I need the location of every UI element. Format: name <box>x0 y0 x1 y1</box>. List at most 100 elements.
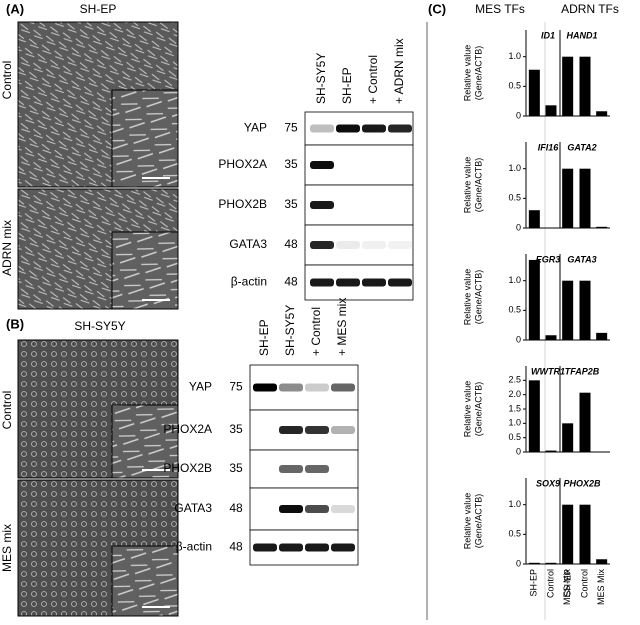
protein-label: PHOX2B <box>163 461 212 475</box>
y-tick-label: 1.0 <box>508 418 521 428</box>
chart-title: HAND1 <box>566 30 597 40</box>
band <box>331 426 355 434</box>
band <box>336 278 360 287</box>
mw-label: 35 <box>284 157 298 171</box>
y-axis-label: (Gene/ACTB) <box>473 382 483 437</box>
bar <box>528 259 540 340</box>
x-tick-label: SH-EP <box>529 569 539 597</box>
bar <box>528 210 540 228</box>
protein-label: GATA3 <box>229 237 267 251</box>
band <box>310 161 334 169</box>
band <box>310 124 334 133</box>
band <box>331 383 355 392</box>
lane-label: SH-EP <box>340 67 354 104</box>
blot-frame <box>249 487 359 531</box>
band <box>388 124 412 133</box>
row-label: MES mix <box>0 524 14 572</box>
protein-label: β-actin <box>231 275 267 289</box>
y-tick-label: 2.5 <box>508 375 521 385</box>
blot-frame <box>249 409 359 451</box>
chart-title: WWTR1 <box>531 366 565 376</box>
bar <box>596 226 608 228</box>
y-tick-label: 1.5 <box>508 403 521 413</box>
mw-label: 35 <box>229 422 243 436</box>
chart-title: EGR3 <box>536 254 561 264</box>
bar <box>545 105 557 116</box>
protein-label: YAP <box>244 121 267 135</box>
panel-label: (C) <box>428 1 446 16</box>
y-axis-label: Relative value <box>462 269 472 326</box>
y-tick-label: 0 <box>516 446 521 456</box>
band <box>305 383 329 392</box>
y-tick-label: 1.0 <box>508 51 521 61</box>
bar <box>562 168 574 228</box>
mw-label: 48 <box>229 540 243 554</box>
mw-label: 48 <box>284 237 298 251</box>
band <box>331 505 355 513</box>
bar <box>562 423 574 452</box>
protein-label: PHOX2B <box>218 197 267 211</box>
y-axis-label: Relative value <box>462 157 472 214</box>
y-tick-label: 2.0 <box>508 389 521 399</box>
y-tick-label: 0 <box>516 558 521 568</box>
chart-title: SOX9 <box>536 478 560 488</box>
chart-title: GATA3 <box>567 254 596 264</box>
y-tick-label: 1.0 <box>508 499 521 509</box>
chart-title: PHOX2B <box>563 478 601 488</box>
column-title: ADRN TFs <box>561 2 619 16</box>
row-label: Control <box>0 61 14 100</box>
band <box>336 241 360 249</box>
y-tick-label: 0.5 <box>508 193 521 203</box>
bar <box>545 450 557 452</box>
protein-label: β-actin <box>176 540 212 554</box>
band <box>310 278 334 287</box>
band <box>331 543 355 552</box>
bar <box>579 56 591 116</box>
band <box>305 465 329 473</box>
bar <box>596 332 608 340</box>
y-tick-label: 0 <box>516 222 521 232</box>
y-axis-label: Relative value <box>462 493 472 550</box>
bar <box>545 335 557 340</box>
chart-title: TFAP2B <box>565 366 600 376</box>
bar <box>562 56 574 116</box>
chart-title: ID1 <box>541 30 555 40</box>
y-tick-label: 0 <box>516 334 521 344</box>
band <box>362 124 386 133</box>
band <box>305 505 329 513</box>
x-tick-label: SH-EP <box>563 569 573 597</box>
band <box>336 124 360 133</box>
x-tick-label: Control <box>579 569 589 598</box>
bar <box>528 380 540 452</box>
y-tick-label: 0.5 <box>508 529 521 539</box>
bar <box>579 280 591 340</box>
lane-label: + Control <box>309 307 323 356</box>
band <box>305 426 329 434</box>
y-tick-label: 0.5 <box>508 305 521 315</box>
band <box>253 543 277 552</box>
bar <box>562 504 574 564</box>
protein-label: PHOX2A <box>218 157 267 171</box>
band <box>279 383 303 392</box>
y-axis-label: (Gene/ACTB) <box>473 270 483 325</box>
lane-label: SH-SY5Y <box>283 305 297 356</box>
mw-label: 48 <box>284 275 298 289</box>
band <box>388 278 412 287</box>
protein-label: YAP <box>189 380 212 394</box>
y-axis-label: (Gene/ACTB) <box>473 46 483 101</box>
bar <box>579 168 591 228</box>
bar <box>528 69 540 116</box>
mw-label: 35 <box>284 197 298 211</box>
panel-label: (B) <box>6 316 24 331</box>
lane-label: SH-SY5Y <box>314 53 328 104</box>
protein-label: PHOX2A <box>163 422 212 436</box>
y-axis-label: Relative value <box>462 381 472 438</box>
chart-title: GATA2 <box>567 142 596 152</box>
lane-label: SH-EP <box>257 319 271 356</box>
bar <box>562 280 574 340</box>
band <box>388 241 412 249</box>
bar <box>579 392 591 452</box>
band <box>279 505 303 513</box>
band <box>253 383 277 392</box>
mw-label: 75 <box>284 121 298 135</box>
